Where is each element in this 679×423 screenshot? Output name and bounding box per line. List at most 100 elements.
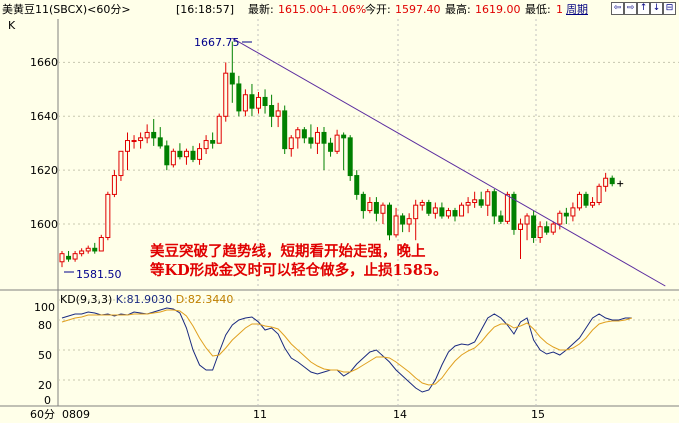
candle bbox=[288, 135, 294, 157]
candle-body bbox=[282, 110, 288, 150]
kd-y-tick-label: 20 bbox=[38, 379, 52, 392]
candle bbox=[400, 213, 406, 233]
candle-body bbox=[537, 226, 543, 239]
candle bbox=[177, 143, 183, 160]
kd-y-tick-label: 80 bbox=[38, 319, 52, 332]
candle-body bbox=[275, 110, 281, 117]
candle bbox=[367, 197, 373, 214]
candle-body bbox=[256, 96, 261, 109]
candle-body bbox=[478, 199, 484, 206]
candle-body bbox=[295, 129, 301, 139]
candle bbox=[197, 143, 203, 165]
candle bbox=[465, 197, 471, 214]
candle-body bbox=[393, 215, 399, 236]
candle bbox=[282, 105, 288, 154]
candle bbox=[413, 199, 419, 241]
k-value: K:81.9030 bbox=[115, 293, 173, 306]
candle-body bbox=[301, 129, 307, 139]
candle-body bbox=[563, 212, 569, 217]
candle bbox=[570, 202, 576, 222]
candle-body bbox=[426, 201, 432, 214]
candle bbox=[72, 250, 78, 262]
nav-left-button[interactable]: ⇦ bbox=[611, 2, 624, 15]
kd-indicator-name: KD(9,3,3) bbox=[60, 293, 113, 306]
annotation-line: 等KD形成金叉时可以轻仓做多，止损1585。 bbox=[150, 262, 448, 279]
candle-body bbox=[125, 140, 130, 152]
candle-body bbox=[570, 207, 576, 217]
x-tick-label: 11 bbox=[253, 408, 267, 421]
candle bbox=[190, 145, 196, 163]
candle-body bbox=[590, 201, 596, 206]
candle-body bbox=[164, 145, 170, 166]
kd-gridlines bbox=[58, 299, 679, 381]
candle-body bbox=[413, 204, 419, 220]
candle bbox=[85, 245, 91, 254]
nav-up-button[interactable]: ↑ bbox=[637, 2, 650, 15]
candle-body bbox=[157, 137, 163, 147]
candle-body bbox=[419, 201, 425, 206]
low-price: 1 bbox=[556, 3, 563, 16]
low-marker-label: 1581.50 bbox=[76, 268, 122, 281]
candle-body bbox=[177, 150, 183, 158]
candle bbox=[380, 202, 386, 225]
candle bbox=[452, 207, 458, 222]
candle bbox=[590, 197, 596, 208]
candle-body bbox=[603, 177, 609, 187]
y-tick-label: 1660 bbox=[30, 56, 58, 69]
candle-body bbox=[524, 215, 530, 225]
candle-body bbox=[406, 218, 412, 225]
candle-body bbox=[557, 212, 563, 225]
nav-window-button[interactable]: ⊟ bbox=[663, 2, 676, 15]
candle-body bbox=[609, 177, 615, 185]
nav-down-button[interactable]: ↓ bbox=[650, 2, 663, 15]
x-tick-label: 0809 bbox=[62, 408, 90, 421]
candle-body bbox=[308, 137, 314, 144]
candle bbox=[544, 221, 550, 235]
candle-body bbox=[203, 140, 209, 150]
candle bbox=[373, 197, 379, 222]
candle-body bbox=[288, 137, 294, 150]
candle-body bbox=[314, 131, 320, 144]
candle bbox=[314, 127, 320, 154]
candle-body bbox=[360, 193, 366, 212]
candle bbox=[301, 127, 307, 144]
candle bbox=[334, 129, 340, 154]
candle bbox=[236, 75, 242, 117]
candle-body bbox=[236, 83, 242, 112]
trendline bbox=[232, 37, 666, 287]
quote-bar: 美黄豆11(SBCX)<60分> [16:18:57] 最新: 1615.00 … bbox=[0, 0, 679, 19]
candle bbox=[216, 113, 222, 144]
candle bbox=[341, 132, 347, 171]
candle bbox=[596, 183, 602, 206]
last-label: 最新: bbox=[248, 3, 274, 16]
candle-body bbox=[550, 223, 556, 233]
candle bbox=[295, 127, 301, 149]
y-tick-label: 1620 bbox=[30, 164, 58, 177]
candle-body bbox=[183, 150, 189, 158]
change-percent: +1.06% bbox=[322, 3, 367, 16]
kd-y-tick-label: 0 bbox=[44, 394, 51, 407]
candle bbox=[138, 132, 144, 149]
candle-body bbox=[576, 193, 582, 209]
candle-body bbox=[465, 201, 471, 206]
nav-right-button[interactable]: ⇨ bbox=[624, 2, 637, 15]
candle-body bbox=[328, 142, 334, 152]
price-chart[interactable]: K 1660 1640 1620 1600 100 80 50 20 0 166… bbox=[0, 19, 679, 407]
candle bbox=[79, 248, 85, 257]
candle bbox=[249, 83, 255, 117]
candle-body bbox=[491, 191, 497, 217]
candle bbox=[229, 41, 235, 103]
candle bbox=[531, 210, 537, 243]
quote-time: [16:18:57] bbox=[176, 3, 234, 16]
kd-y-tick-label: 100 bbox=[34, 301, 55, 314]
candle-body bbox=[210, 140, 216, 144]
candle-body bbox=[229, 72, 235, 85]
candle bbox=[439, 202, 445, 219]
candle bbox=[609, 175, 615, 187]
period-link[interactable]: 周期 bbox=[566, 3, 588, 16]
candle bbox=[183, 148, 189, 165]
candle-body bbox=[445, 210, 451, 217]
candle bbox=[242, 89, 248, 117]
candle bbox=[328, 137, 334, 157]
candle-body bbox=[216, 115, 222, 144]
